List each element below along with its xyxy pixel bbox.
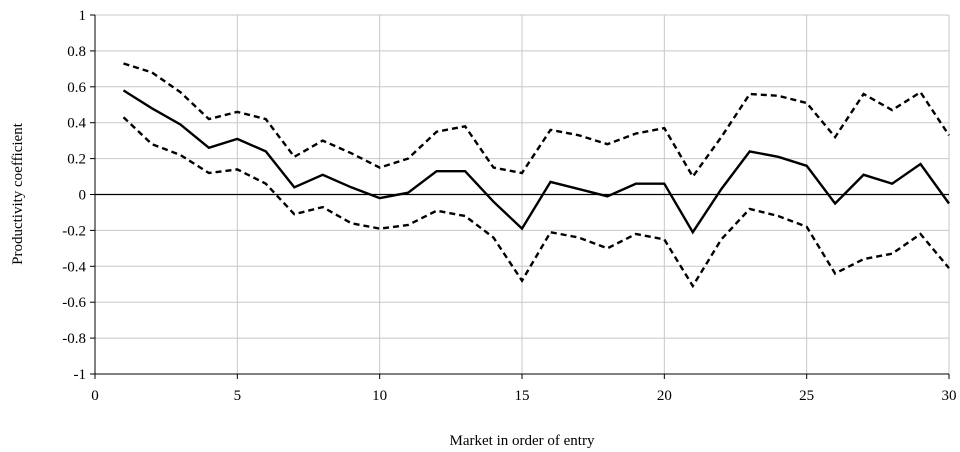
y-tick-labels: 1 0.8 0.6 0.4 0.2 0 -0.2 -0.4 -0.6 -0.8 -1 [62,8,86,383]
x-tick-label: 25 [799,388,814,404]
x-tick-label: 5 [234,388,242,404]
y-tick-label: -0.2 [62,223,86,239]
series-line-bound-2 [122,116,950,289]
x-tick-label: 10 [372,388,387,404]
x-tick-label: 15 [515,388,530,404]
series-line-estimate [122,89,950,235]
x-axis-title: Market in order of entry [450,433,595,449]
y-tick-label: 0.8 [67,44,86,60]
y-tick-label: 0.2 [67,152,86,168]
x-tick-label: 0 [91,388,99,404]
x-tick-label: 20 [657,388,672,404]
y-tick-label: -1 [74,367,87,383]
y-tick-label: 0.4 [67,116,86,132]
y-tick-label: 1 [79,8,87,24]
axes [90,14,950,379]
y-tick-label: -0.8 [62,331,86,347]
x-tick-label: 30 [942,388,957,404]
y-tick-label: 0 [79,188,87,204]
y-axis-title: Productivity coefficient [10,122,26,265]
y-tick-label: -0.6 [62,295,86,311]
series-lines [122,62,951,289]
y-tick-label: 0.6 [67,80,86,96]
series-line-bound-1 [123,62,951,179]
x-tick-labels: 0 5 10 15 20 25 30 [91,388,956,404]
y-tick-label: -0.4 [62,259,86,275]
